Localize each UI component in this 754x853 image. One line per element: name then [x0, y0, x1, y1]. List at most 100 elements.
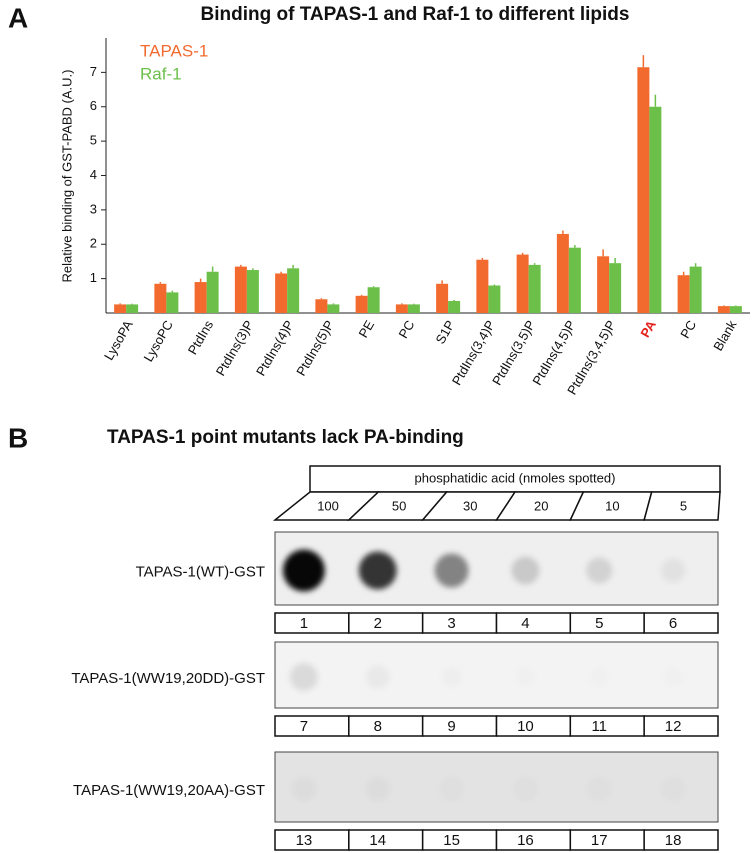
spot-number: 8: [374, 718, 382, 735]
chart-title: Binding of TAPAS-1 and Raf-1 to differen…: [201, 4, 630, 25]
amount-label: 10: [605, 498, 619, 513]
y-axis-label: Relative binding of GST-PABD (A.U.): [59, 70, 74, 283]
legend-entry: TAPAS-1: [140, 41, 208, 60]
spot-number: 13: [296, 832, 313, 849]
spot-number: 1: [300, 615, 308, 632]
spot-number-cell: [348, 612, 424, 634]
bar: [327, 304, 340, 313]
amount-label: 100: [317, 498, 339, 513]
bar: [287, 268, 300, 313]
spot-number: 3: [447, 615, 455, 632]
spot-number: 7: [300, 718, 308, 735]
bar: [166, 292, 179, 313]
bar: [516, 254, 529, 313]
header-text: phosphatidic acid (nmoles spotted): [415, 470, 616, 485]
spot-number-cell: [348, 715, 424, 737]
bar: [395, 304, 408, 313]
spot: [292, 777, 316, 801]
panel-title: TAPAS-1 point mutants lack PA-binding: [107, 427, 464, 448]
spot: [661, 777, 685, 801]
bar: [194, 282, 207, 313]
spot: [586, 557, 613, 584]
panel-letter: A: [8, 2, 28, 33]
x-tick-label: LysoPA: [101, 317, 136, 362]
bar: [556, 233, 569, 313]
spot-number: 5: [595, 615, 603, 632]
y-tick-label: 3: [90, 201, 97, 216]
row-label: TAPAS-1(WW19,20AA)-GST: [73, 782, 265, 799]
amount-label: 50: [392, 498, 406, 513]
spot-number: 6: [669, 615, 677, 632]
spot-number: 9: [447, 718, 455, 735]
bar: [436, 283, 449, 313]
bar: [315, 299, 328, 313]
spot: [366, 777, 390, 801]
spot: [282, 549, 325, 592]
spot: [365, 665, 390, 689]
y-tick-label: 6: [90, 98, 97, 113]
spot-number: 14: [369, 832, 386, 849]
x-tick-label: PtdIns(3)P: [213, 318, 257, 379]
panel-letter: B: [8, 422, 28, 453]
amount-cell: [643, 491, 721, 521]
y-tick-label: 5: [90, 133, 97, 148]
bar: [597, 256, 610, 313]
spot-number-cell: [569, 612, 645, 634]
spot-number-cell: [569, 715, 645, 737]
row-label: TAPAS-1(WT)-GST: [136, 563, 265, 580]
bar: [126, 304, 139, 313]
bar: [528, 264, 541, 313]
spot: [434, 553, 469, 588]
spot-number-cell: [643, 715, 719, 737]
bar: [234, 266, 247, 313]
amount-label: 30: [463, 498, 477, 513]
y-tick-label: 7: [90, 64, 97, 79]
bar: [246, 270, 259, 313]
spot-number-cell: [274, 715, 350, 737]
blot: [274, 641, 719, 709]
bar: [407, 304, 420, 313]
amount-label: 5: [680, 498, 687, 513]
spot-number-cell: [643, 829, 719, 851]
bar: [114, 304, 127, 313]
x-tick-label: PC: [395, 318, 417, 341]
spot: [515, 667, 535, 687]
bar: [649, 106, 662, 313]
spot-number: 18: [665, 832, 682, 849]
spot-number: 16: [517, 832, 534, 849]
spot-number: 12: [665, 718, 682, 735]
legend-entry: Raf-1: [140, 64, 182, 83]
spot: [442, 667, 462, 687]
blot: [274, 531, 719, 606]
spot-number: 4: [521, 615, 529, 632]
spot-number-cell: [421, 612, 498, 634]
y-tick-label: 2: [90, 236, 97, 251]
spot: [440, 777, 464, 801]
spot: [511, 556, 540, 585]
bar: [677, 275, 690, 313]
x-tick-label: Blank: [710, 317, 739, 353]
bar: [476, 259, 489, 313]
x-tick-label: PE: [356, 317, 378, 340]
x-tick-label: PC: [677, 318, 699, 341]
y-tick-label: 4: [90, 167, 97, 182]
spot: [289, 663, 318, 691]
bar: [355, 295, 368, 313]
bar: [637, 67, 650, 313]
amount-label: 20: [534, 498, 548, 513]
header-box: [309, 465, 721, 493]
bar: [275, 273, 288, 313]
bar: [729, 306, 742, 313]
spot: [663, 667, 683, 687]
bar: [448, 300, 461, 313]
row-label: TAPAS-1(WW19,20DD)-GST: [71, 670, 265, 687]
spot-number-cell: [643, 612, 719, 634]
spot-number-cell: [495, 612, 572, 634]
bar: [609, 263, 622, 313]
spot-number: 17: [591, 832, 608, 849]
spot-number: 2: [374, 615, 382, 632]
bar: [689, 266, 702, 313]
spot: [513, 777, 537, 801]
x-tick-label: LysoPC: [140, 318, 176, 365]
